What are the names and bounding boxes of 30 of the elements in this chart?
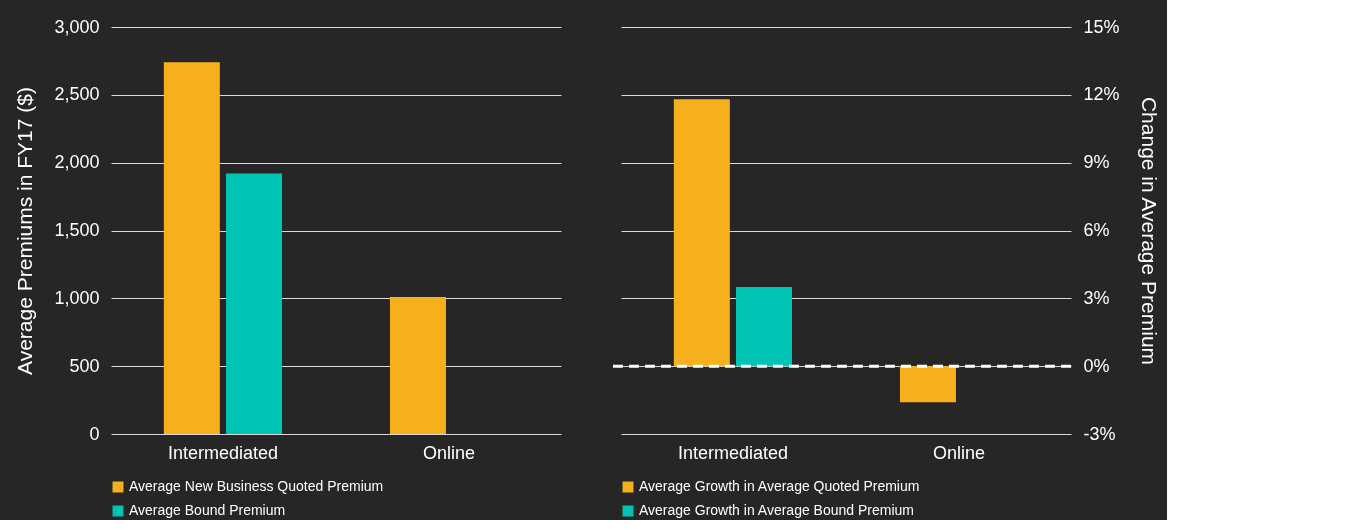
y2-tick-label: 12% (1083, 84, 1120, 105)
y-tick-label: 3,000 (54, 16, 100, 37)
y2-tick-label: 3% (1083, 287, 1110, 308)
bar (673, 99, 730, 367)
bar (389, 296, 446, 434)
x-tick-label: Online (423, 442, 476, 463)
x-tick-label: Intermediated (167, 442, 278, 463)
bar (163, 62, 220, 434)
x-tick-label: Intermediated (677, 442, 788, 463)
legend-label: Average Bound Premium (129, 502, 286, 518)
y-tick-label: 2,000 (54, 152, 100, 173)
y2-tick-label: 9% (1083, 152, 1110, 173)
y-tick-label: 1,500 (54, 220, 100, 240)
y-axis-title: Average Premiums in FY17 ($) (13, 87, 37, 375)
bar (736, 287, 793, 367)
y-tick-label: 500 (69, 355, 100, 376)
y2-tick-label: 0% (1083, 355, 1110, 376)
y-tick-label: 1,000 (54, 287, 100, 308)
y2-tick-label: 6% (1083, 220, 1110, 240)
y-tick-label: 0 (89, 423, 100, 444)
y-tick-label: 2,500 (54, 84, 100, 105)
y2-tick-label: -3% (1083, 423, 1116, 444)
legend-label: Average Growth in Average Bound Premium (639, 502, 914, 518)
x-tick-label: Online (933, 442, 986, 463)
bar (226, 173, 283, 434)
y2-tick-label: 15% (1083, 16, 1120, 37)
bar (899, 366, 956, 403)
legend-label: Average New Business Quoted Premium (129, 478, 384, 494)
y2-axis-title: Change in Average Premium (1137, 96, 1161, 366)
legend-label: Average Growth in Average Quoted Premium (639, 478, 920, 494)
